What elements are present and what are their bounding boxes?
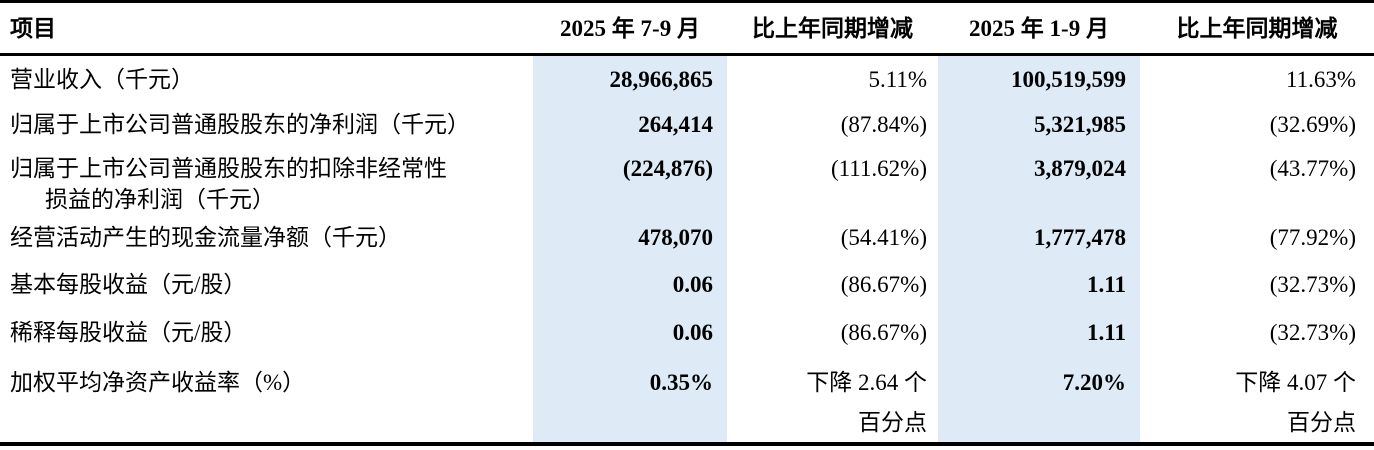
- cell-label: 基本每股收益（元/股）: [10, 271, 247, 297]
- cell-ytd-value: 1.11: [938, 260, 1140, 308]
- cell-ytd-value: 100,519,599: [938, 56, 1140, 102]
- table-row-operating-cash-flow: 经营活动产生的现金流量净额（千元） 478,070 (54.41%) 1,777…: [0, 214, 1374, 260]
- header-q3-period: 2025 年 7-9 月: [560, 15, 700, 41]
- cell-ytd-change: 11.63%: [1285, 66, 1356, 92]
- cell-q3-change: (87.84%): [840, 111, 927, 137]
- cell-q3-value: 478,070: [533, 214, 727, 260]
- cell-ytd-change: (32.73%): [1269, 271, 1356, 297]
- table-header-row: 项目 2025 年 7-9 月 比上年同期增减 2025 年 1-9 月 比上年…: [0, 3, 1374, 56]
- cell-q3-value: (224,876): [533, 146, 727, 214]
- cell-ytd-change: (32.69%): [1269, 111, 1356, 137]
- cell-ytd-value: 1,777,478: [938, 214, 1140, 260]
- cell-ytd-change: (77.92%): [1269, 224, 1356, 250]
- table-row-net-profit-excl-nonrecurring: 归属于上市公司普通股股东的扣除非经常性 损益的净利润（千元） (224,876)…: [0, 146, 1374, 214]
- header-ytd-period: 2025 年 1-9 月: [969, 15, 1109, 41]
- cell-label: 归属于上市公司普通股股东的净利润（千元）: [10, 111, 470, 137]
- header-item: 项目: [10, 15, 56, 41]
- cell-ytd-value: 1.11: [938, 308, 1140, 356]
- table-row-revenue: 营业收入（千元） 28,966,865 5.11% 100,519,599 11…: [0, 56, 1374, 102]
- header-q3-change: 比上年同期增减: [752, 15, 913, 41]
- cell-ytd-value: 5,321,985: [938, 102, 1140, 146]
- cell-label: 营业收入（千元）: [10, 66, 194, 92]
- cell-label: 经营活动产生的现金流量净额（千元）: [10, 224, 401, 250]
- header-ytd-change: 比上年同期增减: [1176, 15, 1338, 41]
- cell-ytd-change: (32.73%): [1269, 319, 1356, 345]
- table-row-weighted-avg-roe: 加权平均净资产收益率（%） 0.35% 下降 2.64 个 百分点 7.20% …: [0, 356, 1374, 442]
- cell-q3-value: 264,414: [533, 102, 727, 146]
- cell-label: 加权平均净资产收益率（%）: [10, 370, 306, 395]
- cell-q3-value: 0.06: [533, 260, 727, 308]
- cell-q3-change: (86.67%): [840, 319, 927, 345]
- table-row-diluted-eps: 稀释每股收益（元/股） 0.06 (86.67%) 1.11 (32.73%): [0, 308, 1374, 356]
- cell-q3-change: 5.11%: [868, 66, 927, 92]
- cell-ytd-change: (43.77%): [1269, 156, 1356, 181]
- table-row-basic-eps: 基本每股收益（元/股） 0.06 (86.67%) 1.11 (32.73%): [0, 260, 1374, 308]
- table-row-net-profit: 归属于上市公司普通股股东的净利润（千元） 264,414 (87.84%) 5,…: [0, 102, 1374, 146]
- cell-q3-change: (54.41%): [840, 224, 927, 250]
- cell-q3-change: (111.62%): [830, 156, 927, 181]
- cell-label: 归属于上市公司普通股股东的扣除非经常性 损益的净利润（千元）: [10, 156, 447, 212]
- cell-q3-value: 28,966,865: [533, 56, 727, 102]
- cell-q3-change: 下降 2.64 个 百分点: [806, 370, 927, 435]
- cell-q3-value: 0.06: [533, 308, 727, 356]
- cell-label: 稀释每股收益（元/股）: [10, 319, 247, 345]
- cell-q3-change: (86.67%): [840, 271, 927, 297]
- cell-ytd-value: 7.20%: [938, 356, 1140, 442]
- cell-ytd-change: 下降 4.07 个 百分点: [1235, 370, 1356, 435]
- cell-q3-value: 0.35%: [533, 356, 727, 442]
- cell-ytd-value: 3,879,024: [938, 146, 1140, 214]
